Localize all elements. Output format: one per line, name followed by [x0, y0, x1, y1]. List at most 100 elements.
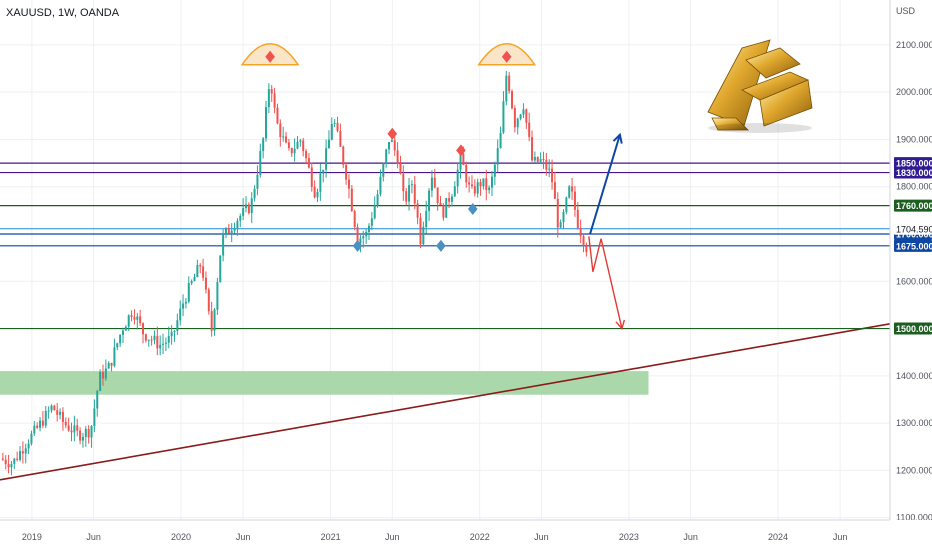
- projection-down-line: [588, 236, 623, 329]
- axis-unit: USD: [896, 6, 916, 16]
- candle-body: [116, 343, 119, 348]
- candle-body: [468, 182, 471, 185]
- support-zone-rect: [0, 371, 649, 395]
- bottom-marker: [436, 239, 446, 252]
- candle-body: [496, 148, 499, 165]
- candle-body: [230, 230, 233, 234]
- candle-body: [488, 187, 491, 191]
- candle-body: [153, 335, 156, 340]
- chart-grid: [0, 0, 890, 520]
- x-tick-label: Jun: [534, 532, 549, 542]
- candle-body: [262, 138, 265, 152]
- candle-body: [302, 140, 305, 152]
- horizontal-levels[interactable]: [0, 162, 890, 330]
- candle-body: [61, 411, 64, 422]
- candle-body: [247, 204, 250, 214]
- price-tag-label: 1500.000: [896, 324, 932, 334]
- candle-body: [516, 118, 519, 128]
- candle-body: [482, 178, 485, 187]
- gold-bar: [745, 47, 801, 79]
- candle-body: [390, 140, 393, 142]
- candle-body: [396, 150, 399, 164]
- candle-body: [36, 425, 39, 428]
- candle-body: [21, 451, 24, 454]
- price-tag-label: 1675.000: [896, 241, 932, 251]
- candle-body: [216, 282, 219, 310]
- candle-body: [285, 136, 288, 143]
- candle-body: [59, 411, 62, 415]
- x-tick-label: Jun: [86, 532, 101, 542]
- bottom-marker: [352, 239, 363, 252]
- candle-body: [39, 420, 42, 428]
- candle-body: [528, 122, 531, 138]
- candle-body: [479, 182, 482, 187]
- candle-body: [428, 190, 431, 211]
- candle-body: [565, 197, 568, 213]
- candle-body: [393, 140, 396, 151]
- price-axis[interactable]: USD 1100.000 1200.000 1300.000 1400.000 1500.…: [889, 0, 932, 550]
- level-price-tag: 1760.000: [894, 199, 932, 212]
- candle-body: [287, 142, 290, 149]
- candle-body: [56, 410, 59, 415]
- candle-body: [139, 316, 142, 324]
- candle-body: [333, 122, 336, 124]
- y-tick-label: 1400.000: [896, 371, 932, 381]
- candle-body: [339, 130, 342, 147]
- candle-body: [370, 218, 373, 226]
- candle-body: [562, 212, 565, 223]
- candle-body: [16, 458, 19, 460]
- x-tick-label: 2020: [171, 532, 191, 542]
- price-tag-label: 1760.000: [896, 201, 932, 211]
- candle-body: [99, 371, 102, 391]
- candle-body: [539, 159, 542, 162]
- candle-body: [410, 184, 413, 186]
- candle-body: [450, 196, 453, 202]
- candle-body: [187, 283, 190, 302]
- candle-body: [147, 339, 150, 341]
- candle-body: [473, 186, 476, 194]
- price-tag-bg: [894, 322, 932, 335]
- candle-body: [101, 371, 104, 379]
- candles: [1, 71, 588, 476]
- candle-body: [508, 75, 511, 92]
- candle-body: [490, 176, 493, 188]
- x-tick-label: 2022: [470, 532, 490, 542]
- candle-body: [170, 331, 173, 337]
- candle-body: [119, 334, 122, 344]
- price-tag-bg: [894, 199, 932, 212]
- support-zone: [0, 371, 649, 395]
- candle-body: [536, 157, 539, 162]
- candle-body: [476, 182, 479, 194]
- candle-body: [184, 301, 187, 304]
- candle-body: [405, 191, 408, 202]
- candle-body: [525, 109, 528, 123]
- candle-body: [179, 308, 182, 321]
- candle-body: [465, 165, 468, 183]
- candle-body: [196, 265, 199, 277]
- y-tick-label: 1900.000: [896, 134, 932, 144]
- candle-body: [104, 368, 107, 379]
- x-tick-label: 2021: [321, 532, 341, 542]
- pattern-markers: [240, 42, 537, 252]
- candle-body: [84, 428, 87, 437]
- candle-body: [373, 205, 376, 219]
- level-price-tag: 1830.000: [894, 166, 932, 179]
- candle-body: [416, 203, 419, 218]
- candle-body: [379, 176, 382, 195]
- candle-body: [353, 211, 356, 227]
- candle-body: [531, 137, 534, 161]
- candle-body: [319, 173, 322, 192]
- time-axis[interactable]: 2019 Jun 2020 Jun 2021 Jun 2022 Jun 2023 Jun 2024 J…: [0, 519, 932, 550]
- candle-body: [545, 159, 548, 170]
- y-tick-label: 1200.000: [896, 465, 932, 475]
- candle-body: [127, 315, 130, 327]
- candle-body: [419, 217, 422, 245]
- candle-body: [548, 168, 551, 170]
- candle-body: [408, 185, 411, 202]
- candle-body: [559, 222, 562, 228]
- candle-body: [144, 334, 147, 341]
- candle-body: [64, 421, 67, 426]
- top-marker: [501, 50, 512, 63]
- candle-body: [402, 173, 405, 192]
